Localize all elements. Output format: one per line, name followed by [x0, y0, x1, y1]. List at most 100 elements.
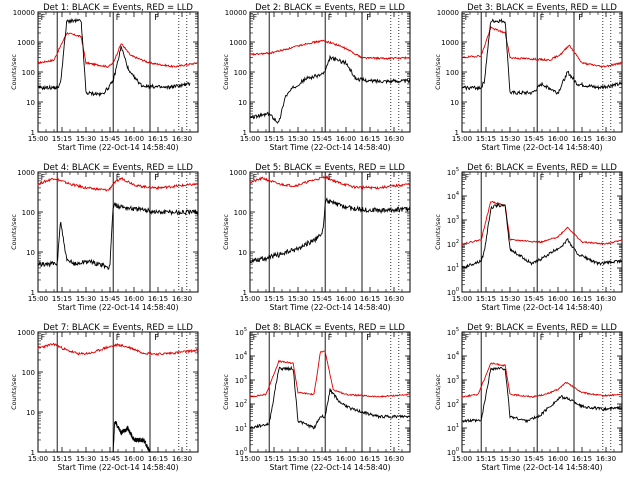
lld-series-line [37, 176, 199, 192]
plot-frame [37, 331, 199, 453]
x-tick-label: 15:30 [500, 135, 520, 143]
interval-marker: F [154, 333, 159, 342]
y-tick-label: 100 [447, 447, 459, 457]
y-tick-label: 100 [22, 369, 35, 377]
x-tick-label: 15:15 [476, 295, 496, 303]
y-tick-label: 10000 [437, 9, 459, 17]
events-series-line [249, 54, 411, 124]
panel-det-8: Det 8: BLACK = Events, RED = LLD 100 101 10… [222, 323, 411, 472]
panel-title: Det 9: BLACK = Events, RED = LLD [467, 323, 617, 333]
y-tick-label: 1 [455, 129, 459, 137]
interval-marker: F [41, 13, 46, 22]
x-tick-label: 15:30 [76, 135, 96, 143]
y-tick-label: 1000 [229, 39, 247, 47]
interval-marker: F [366, 173, 371, 182]
interval-marker: F [465, 173, 470, 182]
lld-series-line [461, 25, 623, 69]
y-tick-label: 1 [31, 449, 35, 457]
y-axis-label: Counts/sec [434, 374, 442, 410]
y-tick-label: 104 [235, 351, 247, 361]
panel-det-5: Det 5: BLACK = Events, RED = LLD 1 10 100 10… [222, 163, 411, 312]
interval-marker: F [465, 333, 470, 342]
panel-det-2: Det 2: BLACK = Events, RED = LLD 1 10 100 10… [222, 3, 411, 152]
interval-marker: F [41, 333, 46, 342]
x-tick-label: 15:00 [28, 295, 48, 303]
panel-title: Det 7: BLACK = Events, RED = LLD [43, 323, 193, 333]
y-tick-label: 102 [235, 399, 247, 409]
interval-marker: F [328, 13, 333, 22]
interval-marker: F [253, 333, 258, 342]
y-tick-label: 101 [235, 423, 247, 433]
panel-title: Det 3: BLACK = Events, RED = LLD [467, 3, 617, 13]
panel-title: Det 2: BLACK = Events, RED = LLD [255, 3, 405, 13]
x-tick-label: 16:30 [172, 295, 192, 303]
x-tick-label: 15:45 [100, 135, 120, 143]
x-axis-label: Start Time (22-Oct-14 14:58:40) [481, 463, 602, 472]
y-tick-label: 1 [31, 289, 35, 297]
interval-marker: F [540, 333, 545, 342]
x-tick-label: 15:15 [264, 455, 284, 463]
y-tick-label: 101 [447, 423, 459, 433]
x-tick-label: 15:30 [76, 295, 96, 303]
x-tick-label: 15:15 [52, 455, 72, 463]
x-axis-label: Start Time (22-Oct-14 14:58:40) [57, 463, 178, 472]
lld-series-line [249, 39, 411, 61]
events-series-line [461, 366, 623, 424]
y-tick-label: 10 [26, 249, 35, 257]
x-tick-label: 16:15 [572, 455, 592, 463]
interval-marker: F [366, 13, 371, 22]
panel-det-7: Det 7: BLACK = Events, RED = LLD 1 10 100 10… [10, 323, 199, 472]
interval-marker: F [465, 13, 470, 22]
y-tick-label: 104 [447, 351, 459, 361]
x-tick-label: 16:15 [360, 135, 380, 143]
x-tick-label: 15:30 [500, 455, 520, 463]
x-tick-label: 16:00 [124, 135, 144, 143]
interval-marker: F [540, 13, 545, 22]
events-series-line [249, 197, 411, 264]
y-tick-label: 10 [26, 409, 35, 417]
x-tick-label: 15:00 [28, 455, 48, 463]
panel-title: Det 4: BLACK = Events, RED = LLD [43, 163, 193, 173]
x-tick-label: 15:00 [240, 135, 260, 143]
x-tick-label: 16:00 [548, 455, 568, 463]
panel-det-6: Det 6: BLACK = Events, RED = LLD 100 101 10… [434, 163, 623, 312]
x-tick-label: 15:30 [288, 455, 308, 463]
x-tick-label: 16:00 [548, 135, 568, 143]
x-tick-label: 16:30 [596, 455, 616, 463]
panel-det-9: Det 9: BLACK = Events, RED = LLD 100 101 10… [434, 323, 623, 472]
y-tick-label: 10000 [13, 9, 35, 17]
lld-series-line [37, 31, 199, 69]
y-tick-label: 100 [447, 287, 459, 297]
plot-frame [249, 11, 411, 133]
x-tick-label: 16:15 [572, 295, 592, 303]
y-tick-label: 1000 [17, 39, 35, 47]
y-tick-label: 105 [235, 327, 247, 337]
y-tick-label: 10000 [225, 9, 247, 17]
x-tick-label: 15:45 [100, 295, 120, 303]
events-series-line [461, 18, 622, 96]
x-tick-label: 15:45 [100, 455, 120, 463]
lld-series-line [461, 362, 623, 398]
x-tick-label: 16:30 [596, 295, 616, 303]
x-tick-label: 15:00 [240, 295, 260, 303]
y-tick-label: 10 [238, 249, 247, 257]
x-axis-label: Start Time (22-Oct-14 14:58:40) [481, 303, 602, 312]
lld-series-line [461, 200, 623, 246]
x-tick-label: 16:30 [384, 455, 404, 463]
x-tick-label: 15:45 [312, 295, 332, 303]
x-axis-label: Start Time (22-Oct-14 14:58:40) [269, 143, 390, 152]
events-series-line [37, 201, 199, 271]
x-axis-label: Start Time (22-Oct-14 14:58:40) [481, 143, 602, 152]
x-tick-label: 15:45 [312, 455, 332, 463]
x-axis-label: Start Time (22-Oct-14 14:58:40) [57, 143, 178, 152]
y-tick-label: 103 [447, 215, 459, 225]
x-tick-label: 16:30 [384, 295, 404, 303]
interval-marker: F [41, 173, 46, 182]
panel-det-1: Det 1: BLACK = Events, RED = LLD 1 10 100 10… [10, 3, 199, 152]
x-axis-label: Start Time (22-Oct-14 14:58:40) [57, 303, 178, 312]
x-tick-label: 16:30 [172, 135, 192, 143]
x-axis-label: Start Time (22-Oct-14 14:58:40) [269, 463, 390, 472]
y-tick-label: 100 [446, 69, 459, 77]
plot-frame [249, 171, 411, 293]
